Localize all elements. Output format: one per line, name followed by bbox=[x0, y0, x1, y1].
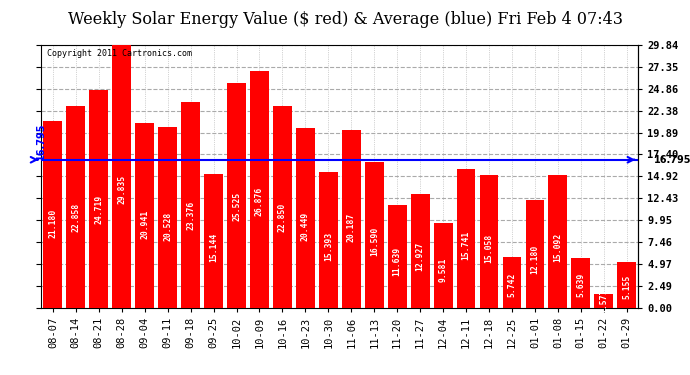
Text: 22.850: 22.850 bbox=[278, 202, 287, 232]
Text: 26.876: 26.876 bbox=[255, 186, 264, 216]
Bar bbox=[549, 175, 567, 308]
Bar bbox=[204, 174, 223, 308]
Text: 22.858: 22.858 bbox=[71, 202, 80, 232]
Bar bbox=[66, 106, 86, 308]
Text: 15.393: 15.393 bbox=[324, 232, 333, 261]
Bar bbox=[388, 205, 406, 308]
Text: 5.742: 5.742 bbox=[507, 273, 517, 297]
Text: 20.941: 20.941 bbox=[140, 210, 149, 239]
Bar bbox=[135, 123, 154, 308]
Text: 11.639: 11.639 bbox=[393, 247, 402, 276]
Text: 9.581: 9.581 bbox=[439, 257, 448, 282]
Text: 23.376: 23.376 bbox=[186, 200, 195, 230]
Bar bbox=[158, 127, 177, 308]
Text: 16.795: 16.795 bbox=[37, 122, 46, 160]
Bar bbox=[594, 294, 613, 308]
Text: 20.528: 20.528 bbox=[163, 211, 172, 241]
Text: 25.525: 25.525 bbox=[232, 192, 241, 221]
Text: 16.795: 16.795 bbox=[654, 155, 690, 165]
Bar bbox=[90, 90, 108, 308]
Bar bbox=[227, 83, 246, 308]
Bar bbox=[319, 172, 338, 308]
Bar bbox=[434, 223, 453, 308]
Text: 29.835: 29.835 bbox=[117, 175, 126, 204]
Text: 21.180: 21.180 bbox=[48, 209, 57, 238]
Bar bbox=[296, 128, 315, 308]
Bar bbox=[342, 130, 361, 308]
Text: 15.144: 15.144 bbox=[209, 233, 218, 262]
Bar bbox=[250, 71, 269, 308]
Bar bbox=[365, 162, 384, 308]
Bar bbox=[480, 175, 498, 308]
Bar bbox=[181, 102, 200, 308]
Bar bbox=[571, 258, 590, 308]
Text: 20.449: 20.449 bbox=[301, 212, 310, 241]
Text: 15.741: 15.741 bbox=[462, 231, 471, 260]
Text: 20.187: 20.187 bbox=[347, 213, 356, 242]
Bar bbox=[411, 194, 430, 308]
Text: 15.092: 15.092 bbox=[553, 233, 562, 262]
Text: 5.155: 5.155 bbox=[622, 275, 631, 299]
Text: 12.180: 12.180 bbox=[531, 244, 540, 274]
Text: 15.058: 15.058 bbox=[484, 233, 493, 262]
Text: 1.577: 1.577 bbox=[600, 289, 609, 314]
Text: 12.927: 12.927 bbox=[415, 242, 424, 271]
Bar bbox=[526, 200, 544, 308]
Bar bbox=[618, 262, 636, 308]
Bar bbox=[502, 257, 522, 307]
Text: Copyright 2011 Cartronics.com: Copyright 2011 Cartronics.com bbox=[48, 49, 193, 58]
Bar bbox=[112, 45, 131, 308]
Text: Weekly Solar Energy Value ($ red) & Average (blue) Fri Feb 4 07:43: Weekly Solar Energy Value ($ red) & Aver… bbox=[68, 11, 622, 28]
Bar bbox=[457, 169, 475, 308]
Bar bbox=[43, 121, 62, 308]
Text: 16.590: 16.590 bbox=[370, 227, 379, 256]
Bar bbox=[273, 106, 292, 308]
Text: 24.719: 24.719 bbox=[95, 195, 103, 224]
Text: 5.639: 5.639 bbox=[576, 273, 585, 297]
